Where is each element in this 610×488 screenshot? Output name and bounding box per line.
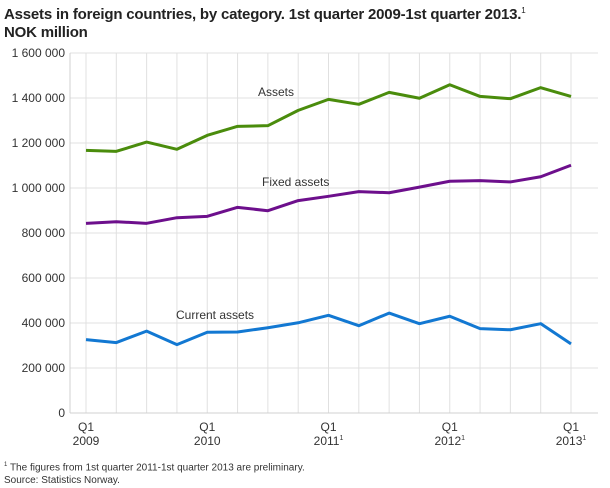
y-tick-label: 0 xyxy=(58,406,65,420)
y-tick-label: 400 000 xyxy=(22,316,66,330)
chart-title: Assets in foreign countries, by category… xyxy=(4,2,526,42)
footnote: 1 The figures from 1st quarter 2011-1st … xyxy=(4,459,305,474)
title-footnote-mark: 1 xyxy=(521,6,526,15)
x-tick-label: 20111 xyxy=(314,434,344,448)
footnote-mark: 1 xyxy=(4,462,8,468)
x-tick-label: Q1 xyxy=(78,420,94,434)
series-label: Current assets xyxy=(176,308,254,322)
series-label: Assets xyxy=(258,85,294,99)
chart-notes: 1 The figures from 1st quarter 2011-1st … xyxy=(4,459,305,487)
x-tick-label: 20131 xyxy=(556,434,587,448)
series-label: Fixed assets xyxy=(262,175,329,189)
x-tick-label: Q1 xyxy=(320,420,336,434)
y-tick-label: 800 000 xyxy=(22,226,66,240)
x-tick-label: 20121 xyxy=(434,434,465,448)
x-tick-label: Q1 xyxy=(442,420,458,434)
y-tick-label: 200 000 xyxy=(22,361,66,375)
y-tick-label: 1 200 000 xyxy=(12,136,66,150)
y-tick-label: 1 000 000 xyxy=(12,181,66,195)
x-tick-label: Q1 xyxy=(563,420,579,434)
title-text: Assets in foreign countries, by category… xyxy=(4,6,522,23)
y-tick-label: 1 400 000 xyxy=(12,91,66,105)
x-tick-label: 2009 xyxy=(73,434,100,448)
source: Source: Statistics Norway. xyxy=(4,475,120,487)
chart-subtitle: NOK million xyxy=(4,24,88,41)
x-tick-label: 2010 xyxy=(194,434,221,448)
footnote-text: The figures from 1st quarter 2011-1st qu… xyxy=(9,462,305,474)
y-tick-label: 600 000 xyxy=(22,271,66,285)
x-tick-label: Q1 xyxy=(199,420,215,434)
y-tick-label: 1 600 000 xyxy=(12,46,66,60)
